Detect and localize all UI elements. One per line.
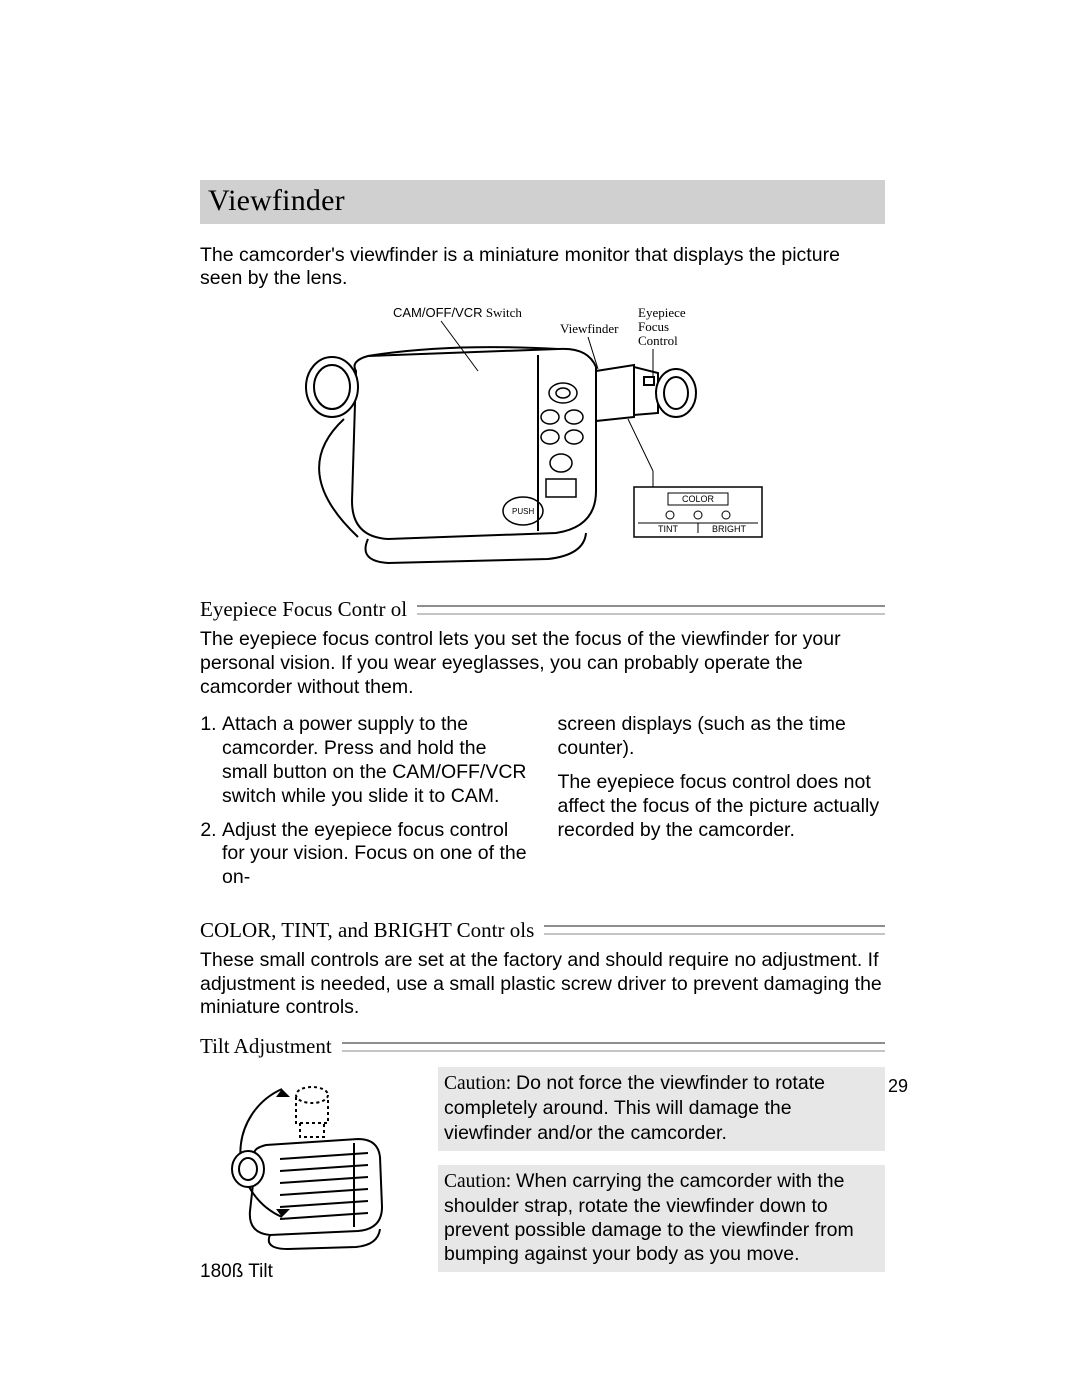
page-number: 29 (888, 1076, 908, 1097)
caution-1: Caution: Do not force the viewfinder to … (438, 1067, 885, 1151)
ctb-paragraph: These small controls are set at the fact… (200, 949, 885, 1020)
eyepiece-paragraph: The eyepiece focus control lets you set … (200, 628, 885, 699)
tilt-svg (200, 1067, 400, 1252)
caution-label: Caution: (444, 1073, 516, 1094)
svg-text:COLOR: COLOR (682, 494, 715, 504)
svg-text:TINT: TINT (658, 524, 678, 534)
camcorder-diagram: CAM/OFF/VCR Switch Viewfinder Eyepiece F… (200, 301, 885, 581)
ctb-heading-row: COLOR, TINT, and BRIGHT Contr ols (200, 918, 885, 943)
section-title: Viewfinder (208, 184, 345, 217)
svg-text:Viewfinder: Viewfinder (560, 321, 619, 336)
intro-paragraph: The camcorder's viewfinder is a miniatur… (200, 244, 885, 292)
rule-icon (417, 605, 885, 615)
svg-text:Eyepiece: Eyepiece (638, 305, 686, 320)
svg-text:CAM/OFF/VCR Switch: CAM/OFF/VCR Switch (393, 305, 522, 320)
ctb-heading: COLOR, TINT, and BRIGHT Contr ols (200, 918, 534, 943)
eyepiece-heading: Eyepiece Focus Contr ol (200, 597, 407, 622)
svg-text:Focus: Focus (638, 319, 669, 334)
tilt-row: 180ß Tilt Caution: Do not force the view… (200, 1067, 885, 1286)
camcorder-svg: CAM/OFF/VCR Switch Viewfinder Eyepiece F… (298, 301, 788, 581)
eyepiece-right-a: screen displays (such as the time counte… (558, 713, 886, 761)
eyepiece-heading-row: Eyepiece Focus Contr ol (200, 597, 885, 622)
svg-text:BRIGHT: BRIGHT (712, 524, 747, 534)
tilt-figure: 180ß Tilt (200, 1067, 410, 1283)
tilt-cautions: Caution: Do not force the viewfinder to … (438, 1067, 885, 1286)
eyepiece-right-b: The eyepiece focus control does not affe… (558, 771, 886, 842)
section-banner: Viewfinder (200, 180, 885, 224)
tilt-heading: Tilt Adjustment (200, 1034, 332, 1059)
caution-2: Caution: When carrying the camcorder wit… (438, 1165, 885, 1273)
eyepiece-left-col: Attach a power supply to the camcorder. … (200, 713, 528, 899)
tilt-caption: 180ß Tilt (200, 1261, 410, 1283)
eyepiece-steps: Attach a power supply to the camcorder. … (200, 713, 528, 889)
rule-icon (544, 925, 885, 935)
step-1: Attach a power supply to the camcorder. … (222, 713, 528, 808)
tilt-heading-row: Tilt Adjustment (200, 1034, 885, 1059)
svg-text:PUSH: PUSH (512, 507, 534, 516)
rule-icon (342, 1042, 885, 1052)
step-2: Adjust the eyepiece focus control for yo… (222, 819, 528, 890)
svg-text:Control: Control (638, 333, 678, 348)
eyepiece-right-col: screen displays (such as the time counte… (558, 713, 886, 899)
eyepiece-columns: Attach a power supply to the camcorder. … (200, 713, 885, 899)
caution-label: Caution: (444, 1171, 516, 1192)
